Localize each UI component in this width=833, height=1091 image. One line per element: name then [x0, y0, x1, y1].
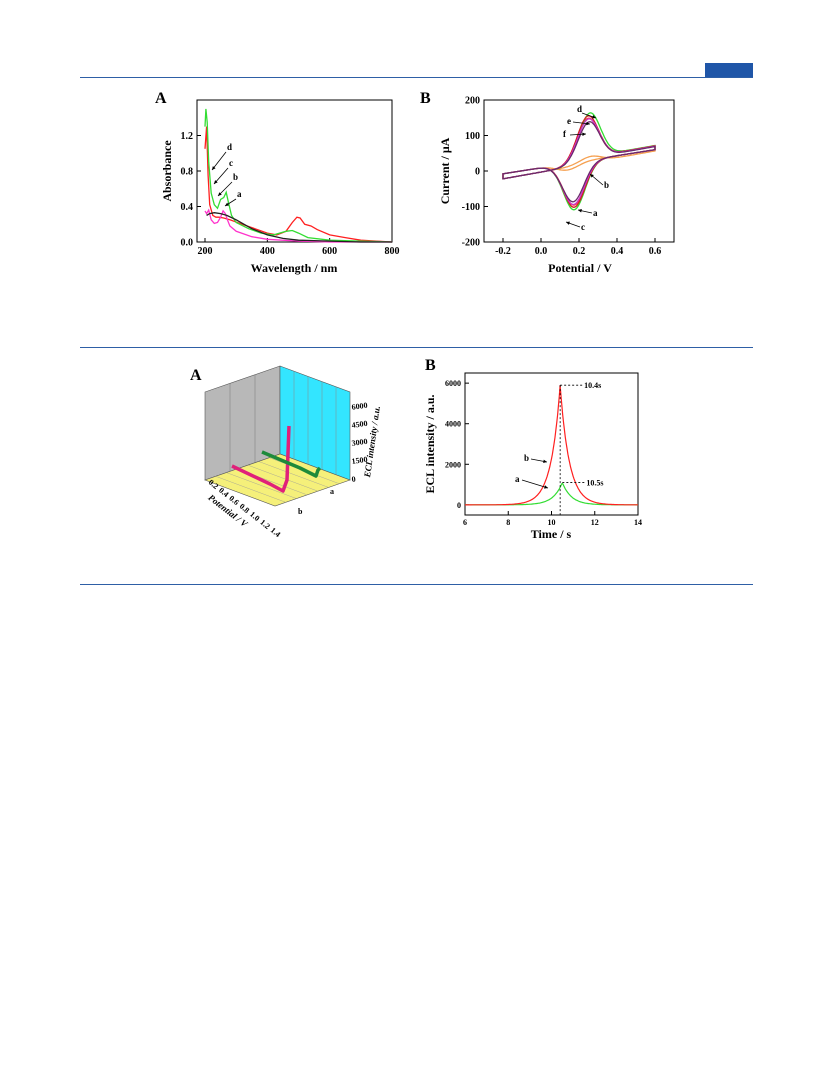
- x-tick-label: 800: [385, 246, 400, 257]
- curve-label: c: [581, 222, 585, 232]
- absorbance-series-line: [204, 108, 393, 243]
- y-tick-label: 0: [475, 167, 480, 178]
- x-tick-label: 1.2: [258, 518, 271, 531]
- y-tick-label: 0.8: [181, 167, 194, 178]
- curve-label: a: [515, 474, 520, 484]
- x-tick-label: 1.0: [248, 510, 261, 523]
- x-tick-label: 0.6: [649, 246, 662, 257]
- x-tick-label: 1.4: [269, 526, 282, 539]
- curve-arrow-head: [566, 221, 570, 225]
- absorbance-chart: A 200 400 600 800 0.0 0.4 0.8 1.2 Wavelength / …: [155, 90, 400, 275]
- curve-arrow-head: [578, 209, 582, 213]
- curve-label: f: [563, 129, 567, 139]
- curve-label: b: [604, 180, 609, 190]
- panel-label-b-bottom: B: [425, 357, 436, 374]
- middle-rule: [80, 347, 753, 349]
- curve-arrow-head: [586, 121, 590, 126]
- panel-label-b-top: B: [420, 90, 431, 107]
- x-tick-label: 12: [591, 518, 599, 527]
- y-tick-label: 1.2: [181, 131, 194, 142]
- cv-chart: B -0.2 0.0 0.2 0.4 0.6 200 100 0 -100 -200 Potent…: [420, 90, 675, 275]
- curve-arrow-head: [218, 192, 222, 196]
- y-tick-label: 2000: [445, 460, 461, 469]
- z-tick-label: 4500: [351, 419, 368, 430]
- category-label: b: [298, 507, 303, 516]
- curve-label: e: [567, 116, 571, 126]
- x-axis-label: Wavelength / nm: [251, 261, 338, 275]
- z-tick-label: 0: [351, 475, 356, 484]
- y-tick-label: -100: [462, 202, 480, 213]
- ecl-3d-chart: A 015003000450060000.20.40.60.81.01.21.4…: [190, 365, 382, 539]
- cv-series-f: [502, 121, 656, 203]
- grid-line: [258, 461, 329, 488]
- y-tick-label: 4000: [445, 420, 461, 429]
- grid-line: [215, 476, 286, 503]
- curve-label: a: [593, 208, 598, 218]
- absorbance-series-line: [204, 208, 392, 243]
- curve-arrow: [211, 151, 227, 171]
- curve-arrow-head: [590, 174, 594, 178]
- peak-time-label: 10.4s: [584, 381, 601, 390]
- curve-label: b: [233, 172, 238, 182]
- ecl-time-series-b: [465, 385, 638, 506]
- panel-label-a-bottom: A: [190, 367, 202, 384]
- y-axis-label: ECL intensity / a.u.: [423, 394, 437, 493]
- x-tick-label: 14: [634, 518, 642, 527]
- z-tick-label: 6000: [351, 401, 368, 412]
- curve-label: b: [524, 453, 529, 463]
- x-tick-label: -0.2: [495, 246, 511, 257]
- bottom-rule: [80, 584, 753, 586]
- panel-label-a-top: A: [155, 90, 167, 107]
- z-tick-label: 3000: [351, 437, 368, 448]
- y-tick-label: -200: [462, 238, 480, 249]
- curve-arrow-head: [582, 132, 586, 136]
- plot-frame: [483, 99, 675, 243]
- x-tick-label: 400: [260, 246, 275, 257]
- grid-line: [247, 464, 318, 492]
- curve-label: d: [577, 104, 582, 114]
- curve-label: d: [227, 142, 232, 152]
- y-axis-label: Current / μA: [438, 137, 452, 204]
- header-bar: [705, 63, 753, 77]
- x-tick-label: 0.0: [535, 246, 548, 257]
- x-tick-label: 200: [198, 246, 213, 257]
- x-tick-label: 0.4: [611, 246, 624, 257]
- z-tick-label: 1500: [351, 455, 368, 466]
- y-axis-label: Absorbance: [160, 140, 174, 202]
- curve-arrow-head: [212, 166, 216, 170]
- y-tick-label: 200: [465, 96, 480, 107]
- x-tick-label: 0.2: [573, 246, 586, 257]
- curve-arrow-head: [225, 202, 229, 206]
- curve-label: c: [229, 158, 233, 168]
- absorbance-series-line: [204, 126, 393, 243]
- y-tick-label: 100: [465, 131, 480, 142]
- x-tick-label: 10: [548, 518, 556, 527]
- curve-arrow: [521, 479, 549, 489]
- curve-arrow-head: [592, 115, 596, 119]
- top-rule: [80, 77, 753, 79]
- y-tick-label: 0.0: [181, 238, 194, 249]
- y-tick-label: 6000: [445, 379, 461, 388]
- curve-arrow-head: [214, 180, 218, 184]
- x-axis-label: Time / s: [531, 527, 572, 541]
- curve-arrow-head: [544, 485, 548, 489]
- absorbance-series-line: [206, 212, 392, 243]
- y-tick-label: 0: [457, 501, 461, 510]
- x-tick-label: 600: [322, 246, 337, 257]
- grid-line: [226, 472, 297, 499]
- category-label: a: [330, 487, 334, 496]
- curve-arrow-head: [543, 459, 547, 464]
- ecl-time-chart: B 6 8 10 12 14 0 2000 4000 6000 Time / s ECL int…: [423, 357, 642, 541]
- x-axis-label: Potential / V: [548, 261, 612, 275]
- x-tick-label: 6: [463, 518, 467, 527]
- curve-label: a: [237, 189, 242, 199]
- peak-time-label: 10.5s: [586, 479, 603, 488]
- y-tick-label: 0.4: [181, 202, 194, 213]
- plot-frame: [464, 372, 639, 516]
- x-tick-label: 8: [506, 518, 510, 527]
- ecl-time-series-a: [465, 483, 638, 506]
- ecl-series-a: [261, 450, 322, 478]
